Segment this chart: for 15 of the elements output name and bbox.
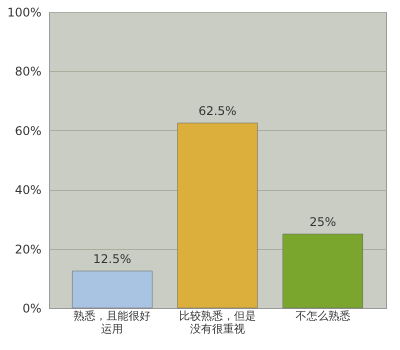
data-label: 12.5% (93, 252, 132, 266)
x-tick-label: 熟悉，且能很好运用 (74, 310, 151, 336)
y-tick-label: 40% (14, 183, 42, 198)
bar (177, 122, 258, 308)
y-tick-label: 80% (14, 64, 42, 79)
data-label: 62.5% (198, 104, 237, 118)
bar (282, 234, 364, 308)
y-tick-label: 20% (14, 242, 42, 256)
x-tick-label: 比较熟悉，但是没有很重视 (179, 310, 256, 336)
y-tick-label: 100% (7, 6, 42, 20)
x-tick-label: 不怎么熟悉 (295, 310, 350, 322)
bar (72, 270, 152, 308)
data-label: 25% (309, 215, 336, 229)
y-tick-label: 60% (14, 124, 42, 138)
y-tick-label: 0% (22, 302, 42, 316)
